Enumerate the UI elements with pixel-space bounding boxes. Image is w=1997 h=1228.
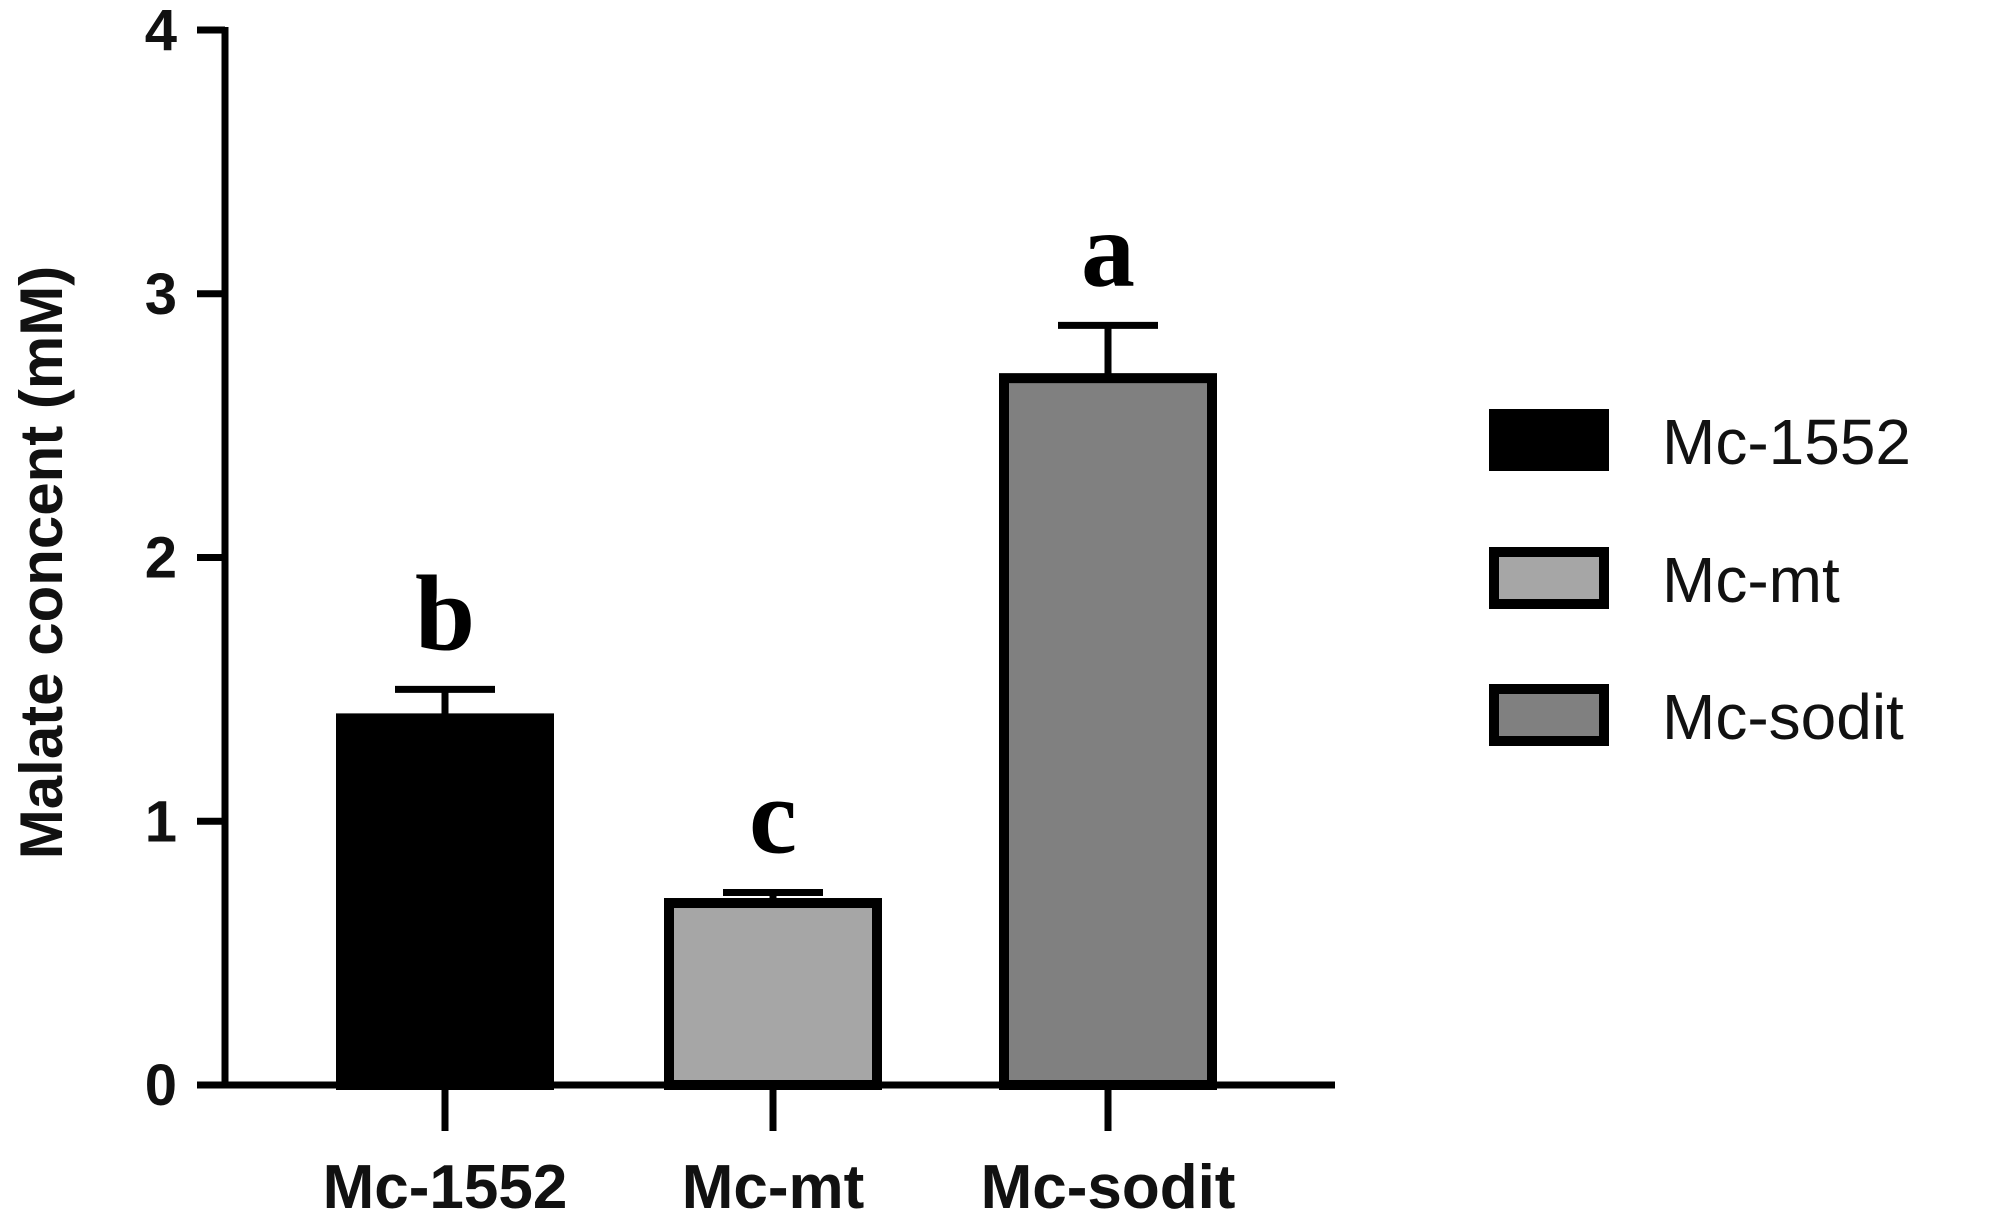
bar-Mc-1552: [336, 713, 554, 1090]
y-axis-label: Malate concent (mM): [8, 266, 75, 859]
legend-swatch-Mc-mt: [1489, 547, 1609, 609]
y-tick-label: 0: [145, 1053, 177, 1118]
x-tick-label: Mc-1552: [323, 1153, 568, 1222]
legend-label: Mc-sodit: [1662, 681, 1904, 753]
y-tick-label: 1: [145, 789, 177, 854]
legend-swatch-Mc-1552: [1489, 409, 1609, 471]
legend-swatch-Mc-sodit: [1489, 684, 1609, 746]
y-tick-label: 4: [145, 0, 177, 63]
bar-Mc-mt: [664, 898, 882, 1091]
significance-label: a: [1081, 190, 1135, 309]
bars: [336, 321, 1217, 1091]
bar-Mc-sodit: [999, 373, 1217, 1090]
y-tick-label: 3: [145, 262, 177, 327]
legend-label: Mc-mt: [1662, 544, 1840, 616]
y-tick-label: 2: [145, 526, 177, 591]
x-tick-label: Mc-mt: [682, 1153, 865, 1222]
x-tick-label: Mc-sodit: [981, 1153, 1236, 1222]
significance-label: c: [749, 757, 797, 876]
significance-label: b: [415, 554, 475, 673]
legend-label: Mc-1552: [1662, 406, 1911, 478]
labels: 0 1 2 3 4 Malate concent (mM) Mc-1552 b Mc-mt c Mc…: [8, 0, 1235, 1222]
legend: Mc-1552 Mc-mt Mc-sodit: [1489, 406, 1911, 753]
